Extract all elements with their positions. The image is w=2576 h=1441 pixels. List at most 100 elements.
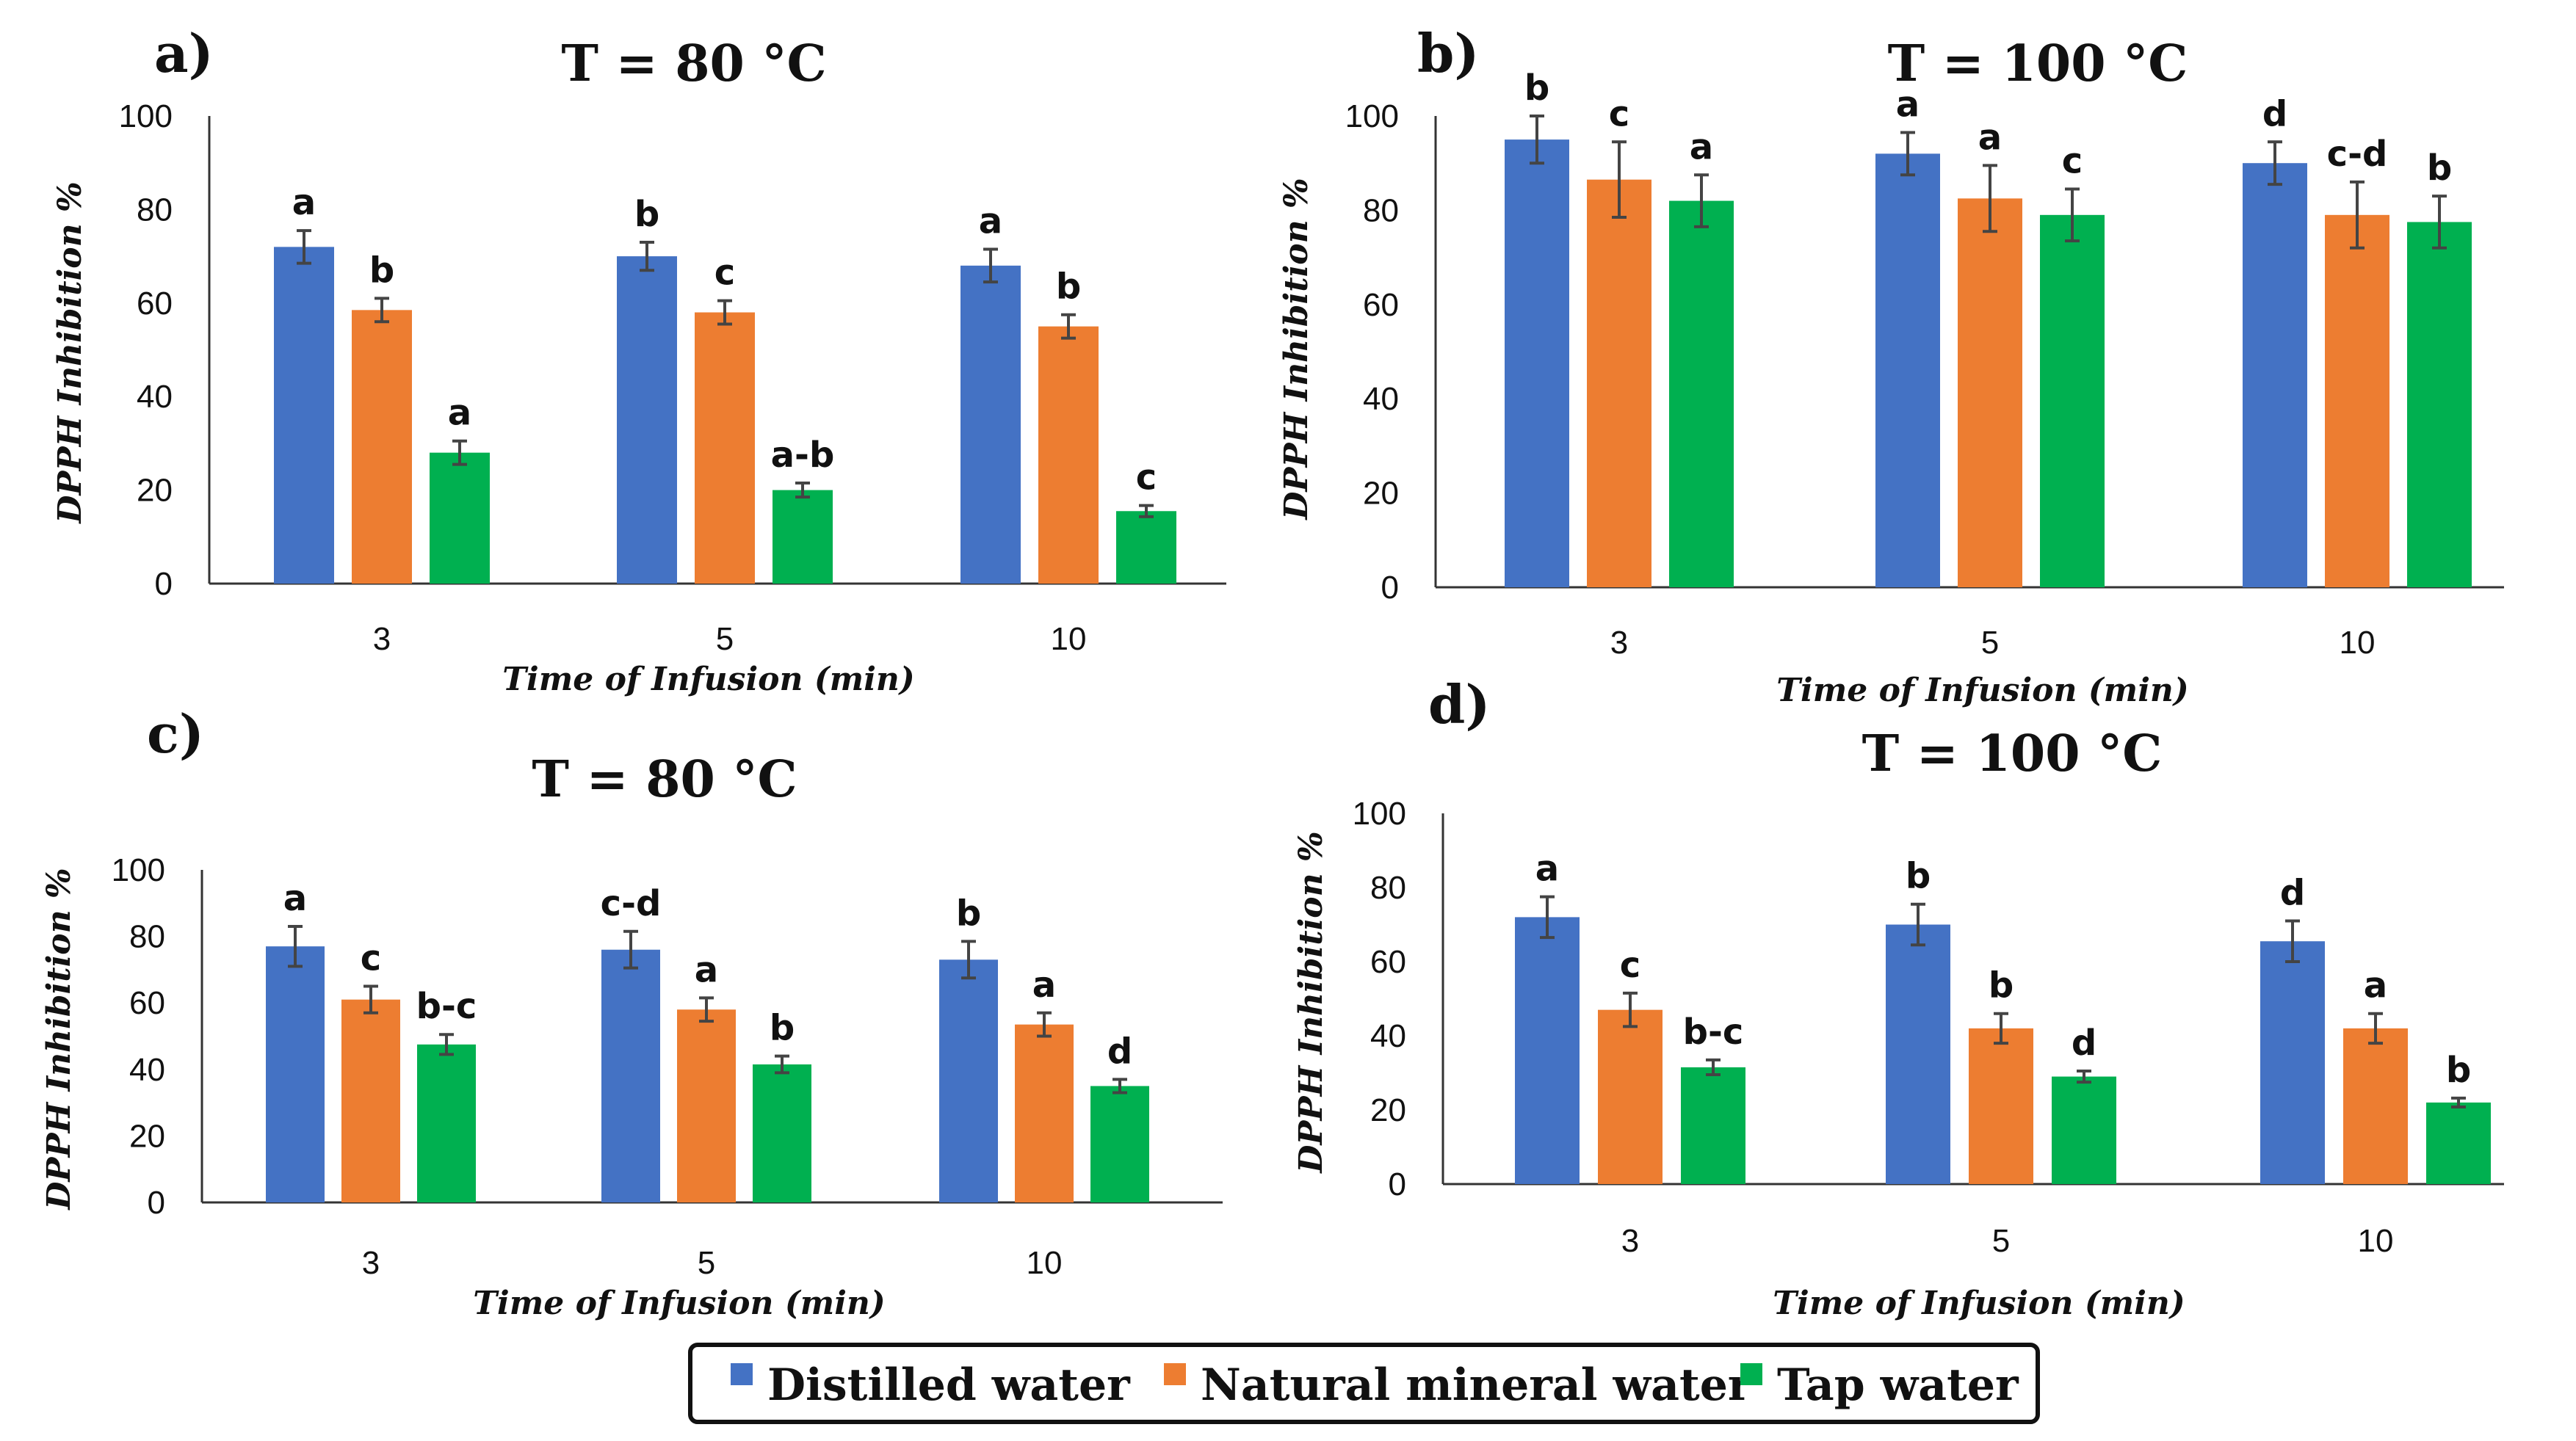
bar-natural-mineral-water bbox=[2343, 1028, 2408, 1184]
y-axis-label: DPPH Inhibition % bbox=[1292, 831, 1330, 1174]
chart-title: T = 80 °C bbox=[532, 750, 797, 809]
bar-distilled-water bbox=[1886, 924, 1950, 1184]
x-tick-label: 3 bbox=[362, 1245, 380, 1281]
panel-letter: b) bbox=[1417, 22, 1479, 84]
y-tick-label: 20 bbox=[137, 473, 173, 509]
x-tick-label: 5 bbox=[716, 621, 734, 657]
significance-label: c bbox=[361, 938, 381, 979]
y-tick-label: 60 bbox=[137, 286, 173, 322]
bar-distilled-water bbox=[1505, 139, 1569, 588]
bar-tap-water bbox=[2052, 1076, 2116, 1184]
y-tick-label: 80 bbox=[137, 192, 173, 228]
significance-label: c-d bbox=[2327, 134, 2388, 175]
significance-label: b bbox=[1906, 856, 1931, 897]
y-tick-label: 60 bbox=[129, 985, 165, 1021]
significance-label: a bbox=[1032, 965, 1056, 1006]
chart-panel-2: b) T = 100 °C 0 20 40 60 80 100 DPPH Inhibition … bbox=[1278, 22, 2504, 709]
y-tick-label: 100 bbox=[112, 852, 165, 888]
significance-label: c bbox=[714, 253, 735, 294]
bar-tap-water bbox=[753, 1064, 811, 1202]
bar-natural-mineral-water bbox=[695, 312, 755, 584]
x-axis-label: Time of Infusion (min) bbox=[1776, 672, 2188, 709]
y-tick-label: 40 bbox=[129, 1052, 165, 1088]
y-axis-label: DPPH Inhibition % bbox=[1278, 178, 1315, 520]
legend-label: Distilled water bbox=[767, 1360, 1131, 1411]
significance-label: b bbox=[634, 194, 659, 235]
significance-label: c bbox=[1136, 457, 1157, 498]
bar-tap-water bbox=[1681, 1067, 1745, 1184]
y-tick-label: 80 bbox=[129, 919, 165, 955]
bar-distilled-water bbox=[601, 949, 660, 1202]
significance-label: c bbox=[1620, 945, 1640, 986]
x-axis-label: Time of Infusion (min) bbox=[473, 1285, 885, 1322]
x-tick-label: 3 bbox=[1610, 625, 1628, 661]
significance-label: b bbox=[956, 893, 981, 934]
x-tick-label: 5 bbox=[1992, 1223, 2010, 1259]
chart-panel-1: a) T = 80 °C 0 20 40 60 80 100 DPPH Inhibition %… bbox=[51, 22, 1226, 698]
bar-natural-mineral-water bbox=[1015, 1024, 1074, 1202]
significance-label: a bbox=[292, 182, 316, 223]
significance-label: d bbox=[1107, 1031, 1132, 1072]
y-tick-label: 40 bbox=[1370, 1018, 1406, 1054]
bar-natural-mineral-water bbox=[2325, 214, 2389, 587]
legend: Distilled water Natural mineral water Tap … bbox=[688, 1343, 2040, 1424]
bar-tap-water bbox=[773, 490, 833, 584]
bar-tap-water bbox=[1090, 1086, 1149, 1202]
bar-tap-water bbox=[430, 452, 490, 584]
bar-natural-mineral-water bbox=[677, 1009, 736, 1202]
significance-label: b bbox=[2427, 148, 2452, 189]
significance-label: a bbox=[1535, 849, 1559, 890]
chart-title: T = 100 °C bbox=[1862, 725, 2163, 783]
x-tick-label: 10 bbox=[1051, 621, 1087, 657]
y-tick-label: 100 bbox=[1345, 98, 1399, 134]
y-tick-label: 0 bbox=[1381, 570, 1399, 606]
significance-label: b bbox=[1989, 965, 2014, 1006]
x-tick-label: 10 bbox=[2340, 625, 2376, 661]
bar-tap-water bbox=[2407, 222, 2472, 587]
significance-label: a bbox=[2364, 965, 2387, 1006]
significance-label: b bbox=[770, 1008, 795, 1049]
x-tick-label: 5 bbox=[698, 1245, 715, 1281]
chart-title: T = 100 °C bbox=[1888, 35, 2188, 93]
y-tick-label: 60 bbox=[1363, 287, 1399, 323]
bar-natural-mineral-water bbox=[1038, 326, 1099, 584]
significance-label: b bbox=[1524, 68, 1549, 109]
legend-swatch bbox=[1740, 1363, 1762, 1385]
bar-natural-mineral-water bbox=[352, 310, 412, 584]
bar-distilled-water bbox=[939, 959, 998, 1202]
bar-distilled-water bbox=[960, 265, 1021, 584]
y-tick-label: 20 bbox=[1363, 476, 1399, 512]
y-tick-label: 80 bbox=[1370, 870, 1406, 906]
significance-label: c-d bbox=[601, 883, 662, 924]
y-tick-label: 20 bbox=[129, 1118, 165, 1154]
bar-natural-mineral-water bbox=[1958, 198, 2022, 588]
bar-distilled-water bbox=[2243, 163, 2307, 587]
significance-label: b bbox=[369, 250, 394, 291]
y-tick-label: 40 bbox=[137, 379, 173, 415]
significance-label: c bbox=[1609, 93, 1629, 134]
y-tick-label: 40 bbox=[1363, 381, 1399, 417]
y-tick-label: 0 bbox=[1389, 1166, 1406, 1202]
y-tick-label: 0 bbox=[148, 1185, 165, 1221]
x-axis-label: Time of Infusion (min) bbox=[1773, 1285, 2185, 1322]
significance-label: a-b bbox=[771, 435, 835, 476]
bar-natural-mineral-water bbox=[1969, 1028, 2033, 1184]
bar-distilled-water bbox=[1515, 917, 1580, 1184]
bar-natural-mineral-water bbox=[341, 999, 400, 1202]
significance-label: a bbox=[448, 393, 471, 434]
significance-label: a bbox=[1690, 126, 1713, 167]
bar-tap-water bbox=[1669, 200, 1734, 587]
bar-tap-water bbox=[2040, 214, 2105, 587]
significance-label: d bbox=[2280, 872, 2305, 913]
legend-label: Tap water bbox=[1777, 1360, 2019, 1411]
significance-label: c bbox=[2062, 141, 2083, 182]
y-tick-label: 0 bbox=[155, 566, 173, 602]
significance-label: b bbox=[1056, 266, 1081, 308]
chart-title: T = 80 °C bbox=[561, 35, 826, 93]
significance-label: b-c bbox=[1683, 1012, 1744, 1053]
bar-tap-water bbox=[1116, 511, 1176, 584]
x-tick-label: 3 bbox=[373, 621, 391, 657]
x-tick-label: 3 bbox=[1621, 1223, 1639, 1259]
significance-label: d bbox=[2262, 93, 2287, 134]
